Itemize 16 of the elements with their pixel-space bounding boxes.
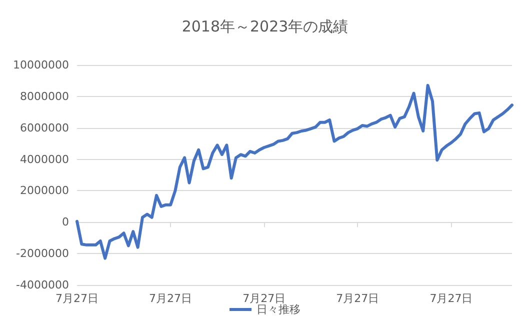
chart-title: 2018年～2023年の成績 <box>182 18 348 36</box>
x-tick-label: 7月27日 <box>56 292 98 305</box>
x-tick-label: 7月27日 <box>149 292 192 305</box>
legend-label: 日々推移 <box>256 303 300 316</box>
y-tick-label: 0 <box>62 216 69 229</box>
y-tick-label: -2000000 <box>16 247 69 260</box>
x-tick-label: 7月27日 <box>242 292 286 305</box>
y-tick-label: 6000000 <box>20 121 69 134</box>
y-tick-label: 4000000 <box>20 152 69 166</box>
x-tick-label: 7月27日 <box>430 292 473 305</box>
line-series <box>76 84 514 260</box>
y-tick-label: 8000000 <box>20 90 69 103</box>
y-tick-label: 2000000 <box>20 184 69 198</box>
y-tick-label: -4000000 <box>16 278 69 292</box>
y-tick-label: 10000000 <box>13 58 69 72</box>
x-tick-label: 7月27日 <box>336 292 380 305</box>
